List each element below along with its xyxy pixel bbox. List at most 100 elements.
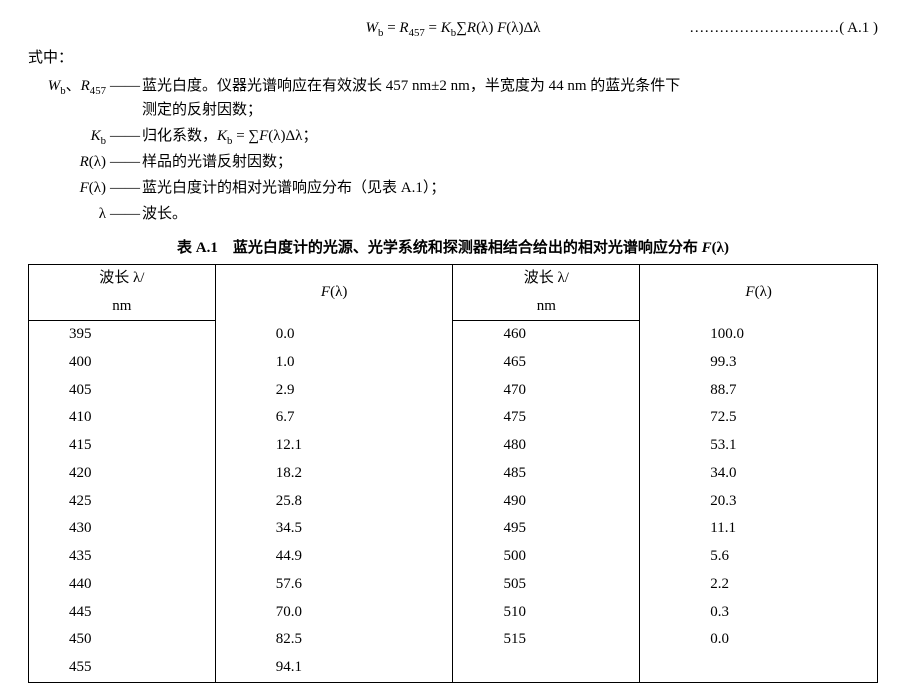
table-row: 43544.95005.6	[29, 543, 878, 571]
cell-wavelength: 460	[453, 321, 640, 349]
definition-dash: ——	[108, 124, 142, 148]
cell-wavelength: 430	[29, 515, 216, 543]
cell-wavelength: 395	[29, 321, 216, 349]
cell-f: 99.3	[640, 349, 878, 377]
cell-wavelength: 455	[29, 654, 216, 682]
table-row: 44570.05100.3	[29, 599, 878, 627]
cell-wavelength: 495	[453, 515, 640, 543]
cell-wavelength: 400	[29, 349, 216, 377]
cell-wavelength: 485	[453, 460, 640, 488]
cell-f: 88.7	[640, 377, 878, 405]
cell-wavelength: 410	[29, 404, 216, 432]
definition-symbol: λ	[28, 202, 108, 226]
cell-f: 34.5	[215, 515, 453, 543]
cell-f: 53.1	[640, 432, 878, 460]
definition-row: R(λ)——样品的光谱反射因数；	[28, 150, 878, 174]
cell-f	[640, 654, 878, 682]
cell-f: 11.1	[640, 515, 878, 543]
cell-wavelength: 480	[453, 432, 640, 460]
cell-f: 82.5	[215, 626, 453, 654]
cell-wavelength: 440	[29, 571, 216, 599]
definition-dash: ——	[108, 202, 142, 226]
cell-f: 44.9	[215, 543, 453, 571]
definition-symbol: F(λ)	[28, 176, 108, 200]
cell-wavelength	[453, 654, 640, 682]
cell-f: 72.5	[640, 404, 878, 432]
table-body: 3950.0460100.04001.046599.34052.947088.7…	[29, 321, 878, 683]
spectral-table: 波长 λ/ F(λ) 波长 λ/ F(λ) nm nm 3950.0460100…	[28, 264, 878, 683]
definition-row: F(λ)——蓝光白度计的相对光谱响应分布（见表 A.1）；	[28, 176, 878, 200]
head-unit-right: nm	[453, 293, 640, 321]
table-head: 波长 λ/ F(λ) 波长 λ/ F(λ) nm nm	[29, 265, 878, 321]
cell-f: 57.6	[215, 571, 453, 599]
cell-f: 94.1	[215, 654, 453, 682]
head-unit-left: nm	[29, 293, 216, 321]
definition-text: 蓝光白度。仪器光谱响应在有效波长 457 nm±2 nm，半宽度为 44 nm …	[142, 74, 878, 122]
definition-symbol: Wb、R457	[28, 74, 108, 98]
cell-f: 34.0	[640, 460, 878, 488]
cell-wavelength: 470	[453, 377, 640, 405]
cell-wavelength: 465	[453, 349, 640, 377]
head-wavelength-left: 波长 λ/	[29, 265, 216, 293]
cell-wavelength: 510	[453, 599, 640, 627]
table-row: 3950.0460100.0	[29, 321, 878, 349]
equation-tag: …………………………( A.1 )	[689, 16, 878, 40]
cell-wavelength: 505	[453, 571, 640, 599]
cell-f: 20.3	[640, 488, 878, 516]
cell-f: 100.0	[640, 321, 878, 349]
cell-f: 5.6	[640, 543, 878, 571]
definition-row: λ——波长。	[28, 202, 878, 226]
definition-dash: ——	[108, 176, 142, 200]
cell-wavelength: 450	[29, 626, 216, 654]
cell-f: 0.0	[640, 626, 878, 654]
head-wavelength-right: 波长 λ/	[453, 265, 640, 293]
cell-f: 25.8	[215, 488, 453, 516]
table-row: 45594.1	[29, 654, 878, 682]
definitions: Wb、R457——蓝光白度。仪器光谱响应在有效波长 457 nm±2 nm，半宽…	[28, 74, 878, 226]
definition-row: Kb——归化系数，Kb = ∑F(λ)Δλ；	[28, 124, 878, 148]
equation-body: Wb = R457 = Kb∑R(λ) F(λ)Δλ	[366, 16, 541, 40]
table-row: 44057.65052.2	[29, 571, 878, 599]
cell-f: 2.9	[215, 377, 453, 405]
definition-dash: ——	[108, 74, 142, 98]
table-row: 4106.747572.5	[29, 404, 878, 432]
head-f-right: F(λ)	[640, 265, 878, 321]
table-row: 45082.55150.0	[29, 626, 878, 654]
cell-wavelength: 445	[29, 599, 216, 627]
cell-f: 18.2	[215, 460, 453, 488]
cell-f: 70.0	[215, 599, 453, 627]
cell-wavelength: 490	[453, 488, 640, 516]
definition-text: 蓝光白度计的相对光谱响应分布（见表 A.1）；	[142, 176, 878, 200]
table-title: 表 A.1 蓝光白度计的光源、光学系统和探测器相结合给出的相对光谱响应分布 F(…	[28, 236, 878, 260]
definition-symbol: R(λ)	[28, 150, 108, 174]
definition-text: 归化系数，Kb = ∑F(λ)Δλ；	[142, 124, 878, 148]
cell-wavelength: 425	[29, 488, 216, 516]
cell-wavelength: 475	[453, 404, 640, 432]
cell-wavelength: 415	[29, 432, 216, 460]
definition-row: Wb、R457——蓝光白度。仪器光谱响应在有效波长 457 nm±2 nm，半宽…	[28, 74, 878, 122]
table-row: 4001.046599.3	[29, 349, 878, 377]
cell-f: 0.3	[640, 599, 878, 627]
cell-f: 1.0	[215, 349, 453, 377]
definition-text: 波长。	[142, 202, 878, 226]
definition-symbol: Kb	[28, 124, 108, 148]
table-row: 41512.148053.1	[29, 432, 878, 460]
cell-f: 2.2	[640, 571, 878, 599]
table-row: 43034.549511.1	[29, 515, 878, 543]
cell-wavelength: 435	[29, 543, 216, 571]
equation-row: Wb = R457 = Kb∑R(λ) F(λ)Δλ …………………………( A…	[28, 16, 878, 40]
table-row: 42018.248534.0	[29, 460, 878, 488]
table-row: 4052.947088.7	[29, 377, 878, 405]
cell-f: 6.7	[215, 404, 453, 432]
table-row: 42525.849020.3	[29, 488, 878, 516]
head-f-left: F(λ)	[215, 265, 453, 321]
where-label: 式中：	[28, 46, 878, 70]
cell-wavelength: 420	[29, 460, 216, 488]
cell-f: 0.0	[215, 321, 453, 349]
cell-f: 12.1	[215, 432, 453, 460]
definition-dash: ——	[108, 150, 142, 174]
cell-wavelength: 500	[453, 543, 640, 571]
cell-wavelength: 405	[29, 377, 216, 405]
cell-wavelength: 515	[453, 626, 640, 654]
definition-text: 样品的光谱反射因数；	[142, 150, 878, 174]
